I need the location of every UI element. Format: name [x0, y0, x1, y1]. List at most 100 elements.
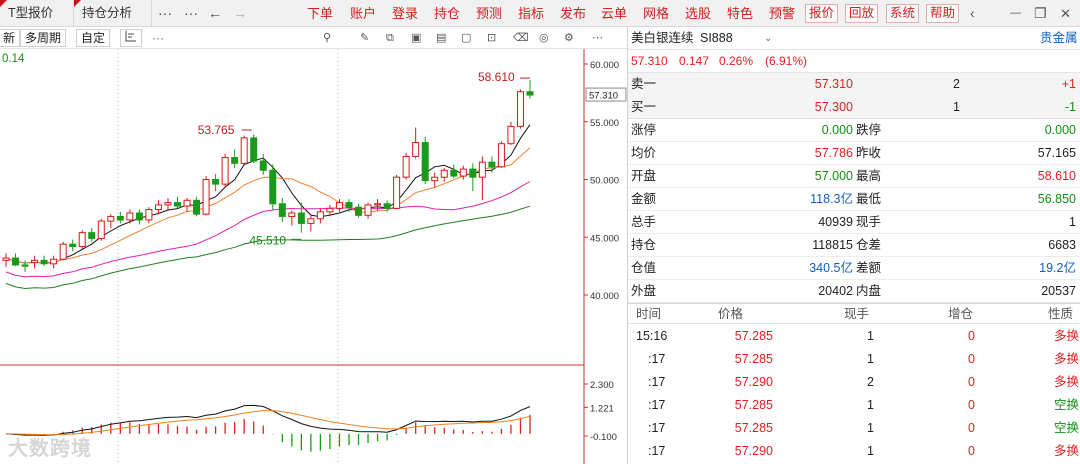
target-icon[interactable]: ◎ — [539, 32, 549, 44]
macd-dea-line — [5, 410, 531, 436]
trades-header-nature: 性质 — [1048, 307, 1074, 321]
candle-body — [431, 176, 439, 182]
trade-row: 15:16 57.285 1 0 多换 — [628, 325, 1080, 348]
stat-label: 差额 — [856, 261, 882, 275]
candle-body — [307, 218, 315, 224]
lock-icon[interactable]: ⊡ — [487, 32, 497, 44]
stats-row: 总手 40939 现手 1 — [628, 211, 1080, 234]
more-vertical-icon[interactable]: ⋯ — [592, 32, 603, 44]
stat-label: 现手 — [856, 215, 882, 229]
menu-indicator[interactable]: 指标 — [518, 6, 545, 21]
file-icon[interactable]: ▢ — [461, 32, 472, 44]
draw-tool-icon[interactable] — [120, 29, 142, 47]
trade-price: 57.290 — [734, 375, 773, 389]
menu-features[interactable]: 特色 — [727, 6, 754, 21]
candle-body — [383, 203, 391, 209]
replay-button[interactable]: 回放 — [845, 4, 879, 23]
stat-label: 内盘 — [856, 284, 882, 298]
multi-period-button[interactable]: 多周期 — [20, 29, 67, 47]
copy-icon[interactable]: ⧉ — [386, 32, 394, 44]
back-arrow-icon[interactable]: ··· — [184, 5, 198, 21]
candle-body — [97, 220, 105, 239]
candle-body — [107, 215, 115, 222]
dropdown-chevron-icon[interactable]: ⌄ — [764, 33, 773, 44]
new-button[interactable]: 新 — [0, 29, 21, 47]
settings-icon[interactable]: ⚙ — [564, 32, 574, 44]
pen-icon[interactable]: ✎ — [360, 32, 370, 44]
chevron-left-icon[interactable]: ‹ — [970, 5, 975, 21]
menu-order[interactable]: 下单 — [307, 6, 334, 21]
back-button[interactable]: ← — [208, 5, 222, 21]
candle-body — [31, 259, 39, 264]
kline-chart[interactable]: 2.300 1.221 -0.100 60.000 55.000 50.000 45.00… — [0, 49, 627, 464]
ma-line — [5, 124, 531, 264]
candlestick-series — [2, 77, 534, 272]
trades-header-oi: 增仓 — [948, 307, 974, 321]
mid-high-annotation: 53.765 — [198, 123, 235, 137]
tab-t-quote[interactable]: T型报价 — [0, 0, 74, 27]
system-button[interactable]: 系统 — [886, 4, 920, 23]
stat-label: 外盘 — [631, 284, 657, 298]
ma-line — [5, 205, 531, 290]
toolbar-more-icon[interactable]: ··· — [152, 31, 164, 45]
minimize-icon[interactable]: — — [1010, 7, 1021, 19]
tab-position-analysis[interactable]: 持仓分析 — [74, 0, 152, 27]
trade-nature: 多换 — [1053, 329, 1079, 343]
top-left-readout: 0.14 — [2, 53, 25, 65]
help-button[interactable]: 帮助 — [926, 4, 960, 23]
menu-publish[interactable]: 发布 — [560, 6, 587, 21]
price-axis: 60.000 55.000 50.000 45.000 40.000 57.310 — [584, 60, 627, 302]
image-icon[interactable]: ▣ — [411, 32, 422, 44]
trade-nature: 多换 — [1053, 375, 1079, 389]
candle-body — [478, 161, 486, 178]
candle-body — [412, 142, 420, 157]
menu-alert[interactable]: 预警 — [769, 6, 796, 21]
trade-oi: 0 — [968, 329, 975, 343]
close-icon[interactable]: ✕ — [1060, 6, 1071, 21]
stat-value: 57.165 — [1037, 146, 1076, 160]
trade-volume: 1 — [867, 329, 874, 343]
price-tick-label: 55.000 — [590, 118, 619, 129]
restore-icon[interactable]: ❐ — [1034, 5, 1047, 21]
layout-icon[interactable]: ▤ — [436, 32, 447, 44]
menu-login[interactable]: 登录 — [392, 6, 419, 21]
stats-row: 仓值 340.5亿 差额 19.2亿 — [628, 257, 1080, 280]
top-bar: T型报价 持仓分析 ··· ··· ← → 下单 账户 登录 持仓 预测 指标 … — [0, 0, 1080, 27]
stat-label: 仓值 — [631, 261, 657, 275]
stat-label: 仓差 — [856, 238, 882, 252]
bid-price: 57.300 — [814, 100, 853, 114]
menu-position[interactable]: 持仓 — [434, 6, 461, 21]
category-link[interactable]: 贵金属 — [1040, 31, 1078, 45]
custom-button[interactable]: 自定 — [76, 29, 111, 47]
quote-button[interactable]: 报价 — [805, 4, 839, 23]
menu-cloud-order[interactable]: 云单 — [601, 6, 628, 21]
weight-icon[interactable]: ⚲ — [323, 32, 332, 44]
trades-header-volume: 现手 — [844, 307, 870, 321]
ask-delta: +1 — [1061, 77, 1076, 91]
stat-label: 金额 — [631, 192, 657, 206]
stat-value: 118815 — [812, 238, 853, 252]
trade-oi: 0 — [968, 421, 975, 435]
trades-header: 时间 价格 现手 增仓 性质 — [628, 303, 1080, 324]
trades-header-price: 价格 — [718, 307, 744, 321]
candle-body — [164, 202, 172, 206]
menu-forecast[interactable]: 预测 — [476, 6, 503, 21]
stat-value: 0.000 — [1044, 123, 1076, 137]
menu-stock-picker[interactable]: 选股 — [685, 6, 712, 21]
stat-label: 持仓 — [631, 238, 657, 252]
more-icon[interactable]: ··· — [158, 5, 172, 21]
candle-body — [450, 169, 458, 177]
menu-account[interactable]: 账户 — [350, 6, 377, 21]
ask-label: 卖一 — [631, 77, 657, 91]
forward-button[interactable]: → — [233, 5, 247, 21]
stat-label: 昨收 — [856, 146, 882, 160]
menu-grid[interactable]: 网格 — [643, 6, 670, 21]
trade-row: :17 57.290 1 0 多换 — [628, 440, 1080, 463]
tab-corner-marker — [0, 0, 7, 7]
instrument-code: SI888 — [700, 31, 733, 45]
candle-body — [516, 91, 524, 127]
candle-body — [440, 169, 448, 178]
candle-body — [135, 212, 143, 221]
trash-icon[interactable]: ⌫ — [513, 32, 529, 44]
stats-row: 均价 57.786 昨收 57.165 — [628, 142, 1080, 165]
